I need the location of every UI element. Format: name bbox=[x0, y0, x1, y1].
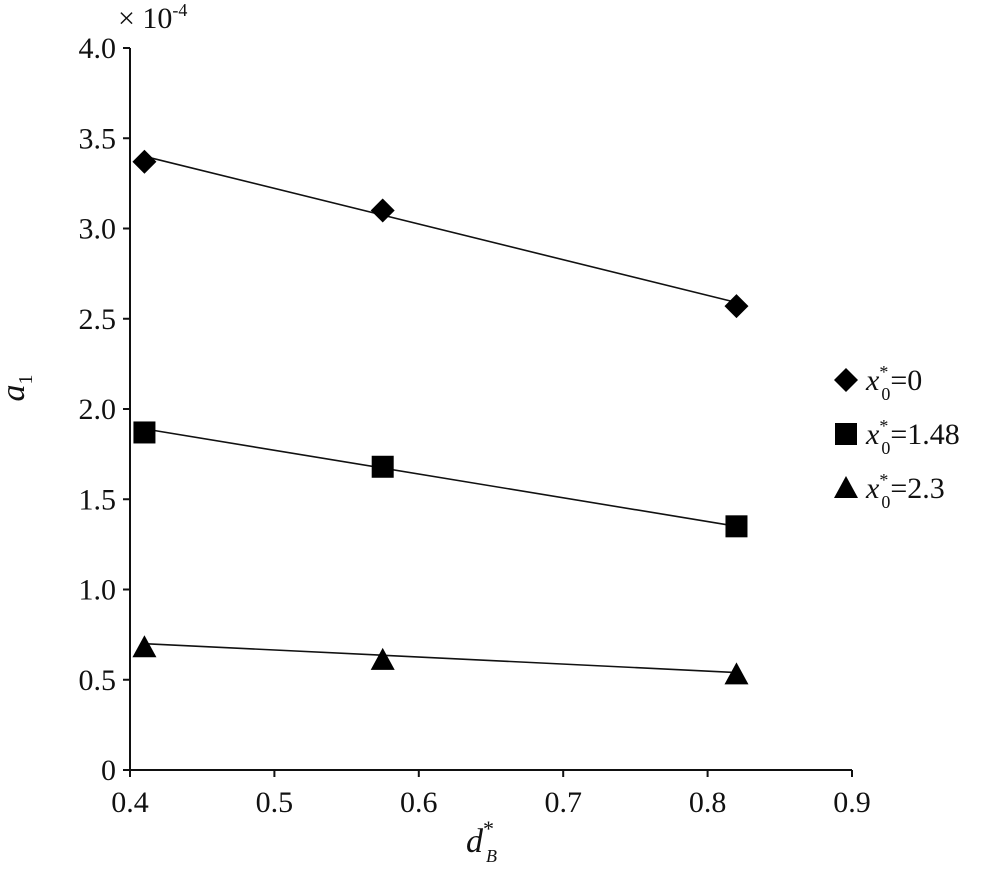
x-tick-label: 0.4 bbox=[111, 786, 149, 819]
y-tick-label: 4.0 bbox=[79, 32, 117, 65]
data-point-square bbox=[371, 455, 394, 478]
series-square bbox=[133, 421, 748, 538]
x-axis-ticks: 0.4 0.5 0.6 0.7 0.8 0.9 bbox=[111, 770, 871, 819]
y-axis-title: a1 bbox=[0, 375, 37, 402]
data-point-triangle bbox=[724, 662, 749, 685]
y-tick-label: 2.5 bbox=[79, 303, 117, 336]
series-layer bbox=[132, 149, 749, 685]
x-tick-label: 0.9 bbox=[833, 786, 871, 819]
legend: x* 0=0 x* 0=1.48 x* 0=2.3 bbox=[834, 362, 960, 512]
data-point-square bbox=[133, 421, 156, 444]
data-point-diamond bbox=[132, 149, 157, 174]
legend-item: x* 0=2.3 bbox=[834, 470, 945, 512]
y-axis-ticks: 0 0.5 1.0 1.5 2.0 2.5 3.0 3.5 4.0 bbox=[79, 32, 130, 787]
trend-line bbox=[144, 428, 737, 528]
legend-label: x* 0=2.3 bbox=[865, 470, 945, 512]
trend-line bbox=[144, 155, 737, 304]
x-tick-label: 0.8 bbox=[689, 786, 727, 819]
y-axis-multiplier: × 10-4 bbox=[118, 0, 187, 35]
legend-label: x* 0=0 bbox=[865, 362, 922, 404]
legend-marker-diamond bbox=[834, 368, 858, 392]
x-axis-title: d* B bbox=[466, 816, 497, 866]
data-point-diamond bbox=[370, 198, 395, 223]
legend-item: x* 0=1.48 bbox=[835, 416, 960, 458]
y-tick-label: 0.5 bbox=[79, 664, 117, 697]
trend-line bbox=[144, 642, 737, 674]
plot-area bbox=[129, 48, 852, 771]
series-diamond bbox=[132, 149, 749, 319]
y-tick-label: 1.5 bbox=[79, 483, 117, 516]
legend-label: x* 0=1.48 bbox=[865, 416, 960, 458]
legend-item: x* 0=0 bbox=[834, 362, 922, 404]
x-tick-label: 0.7 bbox=[544, 786, 582, 819]
data-point-diamond bbox=[724, 294, 749, 319]
legend-marker-triangle bbox=[834, 476, 858, 498]
y-tick-label: 1.0 bbox=[79, 574, 117, 607]
data-point-triangle bbox=[132, 635, 157, 658]
x-tick-label: 0.5 bbox=[256, 786, 294, 819]
x-tick-label: 0.6 bbox=[400, 786, 438, 819]
data-point-triangle bbox=[370, 647, 395, 670]
y-tick-label: 3.0 bbox=[79, 213, 117, 246]
y-tick-label: 3.5 bbox=[79, 122, 117, 155]
y-tick-label: 2.0 bbox=[79, 393, 117, 426]
series-triangle bbox=[132, 635, 749, 685]
y-tick-label: 0 bbox=[101, 754, 116, 787]
data-point-square bbox=[725, 515, 748, 538]
legend-marker-square bbox=[835, 423, 857, 445]
